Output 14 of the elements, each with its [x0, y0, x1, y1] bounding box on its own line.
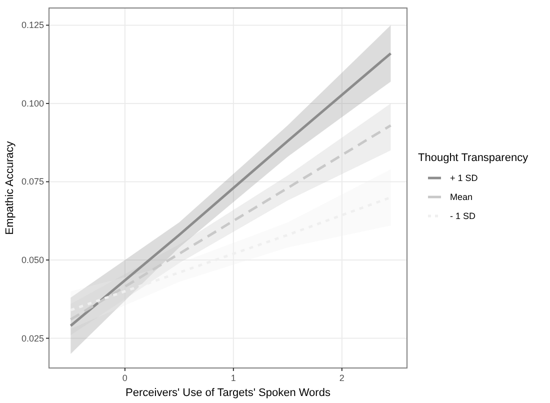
- y-axis-title: Empathic Accuracy: [4, 140, 16, 235]
- legend-label: Mean: [450, 192, 473, 202]
- y-tick-label: 0.050: [21, 255, 44, 265]
- y-tick-label: 0.025: [21, 333, 44, 344]
- legend-label: + 1 SD: [450, 173, 478, 183]
- x-tick-label: 1: [230, 373, 236, 383]
- legend-label: - 1 SD: [450, 211, 476, 221]
- x-axis-title: Perceivers' Use of Targets' Spoken Words: [126, 387, 331, 399]
- y-tick-label: 0.075: [21, 176, 44, 187]
- legend-title: Thought Transparency: [418, 152, 529, 164]
- y-tick-label: 0.125: [21, 20, 44, 30]
- y-tick-label: 0.100: [21, 98, 44, 108]
- x-tick-label: 0: [122, 373, 128, 383]
- x-tick-label: 2: [339, 373, 344, 383]
